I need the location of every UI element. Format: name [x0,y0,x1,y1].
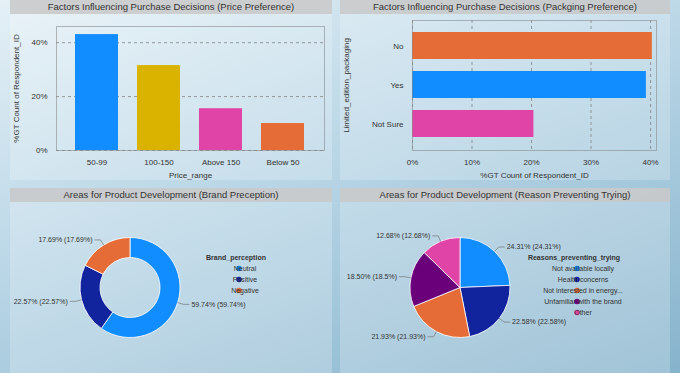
svg-text:24.31% (24.31%): 24.31% (24.31%) [507,243,561,251]
svg-text:Below 50: Below 50 [267,158,300,167]
svg-text:0%: 0% [407,158,419,167]
svg-text:Health concerns: Health concerns [558,276,609,283]
svg-text:Unfamiliar with the brand: Unfamiliar with the brand [544,298,622,305]
svg-text:20%: 20% [31,92,47,101]
svg-text:Negative: Negative [231,287,259,295]
svg-text:Reasons_preventing_trying: Reasons_preventing_trying [528,254,620,262]
svg-text:17.69% (17.69%): 17.69% (17.69%) [38,236,92,244]
svg-text:Brand_perception: Brand_perception [206,254,266,262]
svg-text:18.50% (18.5%): 18.50% (18.5%) [347,273,397,281]
html-text:Areas for Product Development: Areas for Product Development (Brand Pre… [63,189,279,200]
svg-text:12.68% (12.68%): 12.68% (12.68%) [376,232,430,240]
svg-text:0%: 0% [36,146,48,155]
html-text:Factors Influencing Purchase D: Factors Influencing Purchase Decisions (… [373,1,637,12]
svg-text:40%: 40% [31,38,47,47]
svg-text:Price_range: Price_range [169,171,213,180]
svg-text:No: No [393,42,404,51]
svg-text:Not interested in energy...: Not interested in energy... [543,287,623,295]
svg-text:59.74% (59.74%): 59.74% (59.74%) [191,301,245,309]
svg-text:22.57% (22.57%): 22.57% (22.57%) [14,298,68,306]
svg-text:40%: 40% [643,158,659,167]
svg-text:22.58% (22.58%): 22.58% (22.58%) [512,318,566,326]
svg-text:Not Sure: Not Sure [372,120,404,129]
svg-text:Not available locally: Not available locally [552,265,614,273]
svg-text:100-150: 100-150 [144,158,174,167]
svg-text:Above 150: Above 150 [202,158,241,167]
svg-text:30%: 30% [583,158,599,167]
svg-text:Yes: Yes [390,81,403,90]
svg-text:%GT Count of Respondent_ID: %GT Count of Respondent_ID [480,171,589,180]
svg-text:Other: Other [574,309,592,316]
svg-text:Positive: Positive [233,276,258,283]
svg-text:50-99: 50-99 [87,158,108,167]
html-text:Factors Influencing Purchase D: Factors Influencing Purchase Decisions (… [47,1,295,12]
svg-text:Limited_edition_packaging: Limited_edition_packaging [342,38,351,133]
svg-text:20%: 20% [524,158,540,167]
html-text:Areas for Product Development: Areas for Product Development (Reason Pr… [379,189,631,200]
svg-text:Neutral: Neutral [234,265,257,272]
svg-text:%GT Count of Respondent_ID: %GT Count of Respondent_ID [12,34,21,143]
svg-text:21.93% (21.93%): 21.93% (21.93%) [371,333,425,341]
svg-text:10%: 10% [464,158,480,167]
